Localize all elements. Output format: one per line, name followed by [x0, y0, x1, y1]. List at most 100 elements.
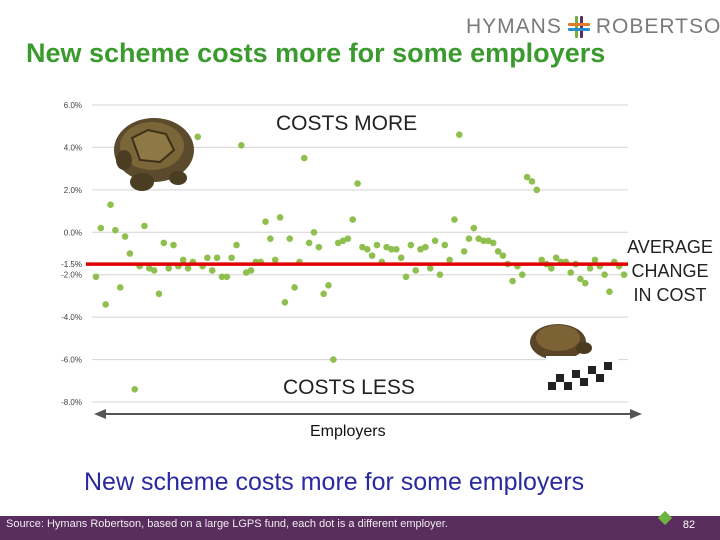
- data-point: [422, 243, 429, 251]
- costs-more-label: COSTS MORE: [276, 112, 418, 135]
- data-point: [112, 226, 119, 234]
- data-point: [397, 254, 405, 262]
- data-points: [92, 131, 628, 393]
- data-point: [310, 228, 318, 236]
- data-point: [480, 237, 487, 245]
- data-point: [233, 241, 240, 249]
- costs-less-label: COSTS LESS: [283, 376, 415, 399]
- data-point: [465, 235, 473, 242]
- data-point: [446, 256, 453, 264]
- data-point: [368, 252, 376, 259]
- data-point: [388, 245, 395, 253]
- data-point: [548, 265, 555, 272]
- data-point: [291, 284, 298, 291]
- data-point: [102, 301, 109, 308]
- data-point: [330, 356, 337, 363]
- data-point: [407, 241, 415, 249]
- average-tick-label: -1.5%: [61, 260, 82, 269]
- data-point: [363, 245, 371, 253]
- y-tick-label: -8.0%: [61, 398, 82, 407]
- data-point: [538, 256, 545, 264]
- data-point: [325, 282, 332, 289]
- logo-text-left: HYMANS: [466, 15, 562, 38]
- data-point: [533, 186, 541, 194]
- data-point: [577, 275, 584, 283]
- data-point: [620, 271, 628, 279]
- data-point: [315, 243, 323, 251]
- data-point: [126, 250, 134, 257]
- data-point: [165, 265, 172, 272]
- y-tick-label: -2.0%: [61, 271, 82, 280]
- data-point: [228, 254, 235, 262]
- data-point: [107, 201, 114, 209]
- y-tick-label: 2.0%: [64, 186, 82, 195]
- data-point: [131, 385, 139, 393]
- data-point: [460, 248, 468, 255]
- data-point: [97, 224, 105, 232]
- data-point: [586, 265, 594, 272]
- data-point: [208, 267, 216, 274]
- average-label-line2: CHANGE: [631, 261, 709, 281]
- data-point: [489, 239, 497, 247]
- logo-mark-icon: [567, 16, 590, 38]
- data-point: [320, 290, 327, 298]
- data-point: [204, 254, 211, 262]
- y-axis-ticks: 6.0% 4.0% 2.0% 0.0% -2.0% -4.0% -6.0% -8.0%: [61, 101, 82, 407]
- y-tick-label: 0.0%: [64, 228, 82, 237]
- x-axis-label: Employers: [310, 423, 386, 440]
- data-point: [456, 131, 463, 138]
- turtle-large-icon: [114, 118, 194, 191]
- average-label-line3: IN COST: [633, 285, 707, 305]
- data-point: [218, 273, 226, 281]
- average-change-label: AVERAGE CHANGE IN COST: [620, 235, 720, 307]
- data-point: [121, 233, 129, 240]
- data-point: [238, 142, 245, 149]
- data-point: [267, 235, 274, 242]
- data-point: [518, 271, 526, 279]
- y-tick-label: 4.0%: [64, 143, 82, 152]
- source-note: Source: Hymans Robertson, based on a lar…: [6, 518, 448, 530]
- data-point: [523, 173, 531, 181]
- data-point: [213, 254, 221, 262]
- footer-bar: [0, 516, 720, 540]
- x-axis-arrow: [94, 409, 642, 419]
- data-point: [591, 256, 599, 264]
- data-point: [494, 248, 502, 255]
- data-point: [393, 245, 400, 253]
- data-point: [354, 180, 361, 187]
- data-point: [300, 154, 308, 162]
- data-point: [402, 273, 410, 281]
- page-title: New scheme costs more for some employers: [26, 38, 606, 68]
- data-point: [170, 241, 177, 249]
- data-point: [349, 216, 357, 223]
- left-arrow-icon: [94, 409, 106, 419]
- subtitle: New scheme costs more for some employers: [84, 468, 585, 496]
- data-point: [451, 216, 458, 223]
- data-point: [276, 214, 284, 221]
- data-point: [426, 265, 434, 272]
- turtle-finish-icon: [530, 324, 618, 392]
- data-point: [552, 254, 560, 262]
- data-point: [606, 288, 613, 295]
- data-point: [528, 178, 536, 185]
- data-point: [150, 267, 158, 274]
- data-point: [223, 273, 231, 281]
- data-point: [431, 237, 439, 245]
- data-point: [470, 224, 478, 232]
- page-number: 82: [682, 519, 696, 531]
- data-point: [271, 256, 279, 264]
- data-point: [155, 290, 163, 298]
- data-point: [373, 241, 381, 249]
- data-point: [247, 267, 255, 274]
- data-point: [281, 298, 289, 306]
- data-point: [160, 239, 168, 247]
- data-point: [116, 284, 124, 291]
- data-point: [436, 271, 444, 279]
- data-point: [567, 269, 575, 276]
- data-point: [601, 271, 608, 279]
- data-point: [184, 265, 192, 272]
- data-point: [441, 241, 449, 249]
